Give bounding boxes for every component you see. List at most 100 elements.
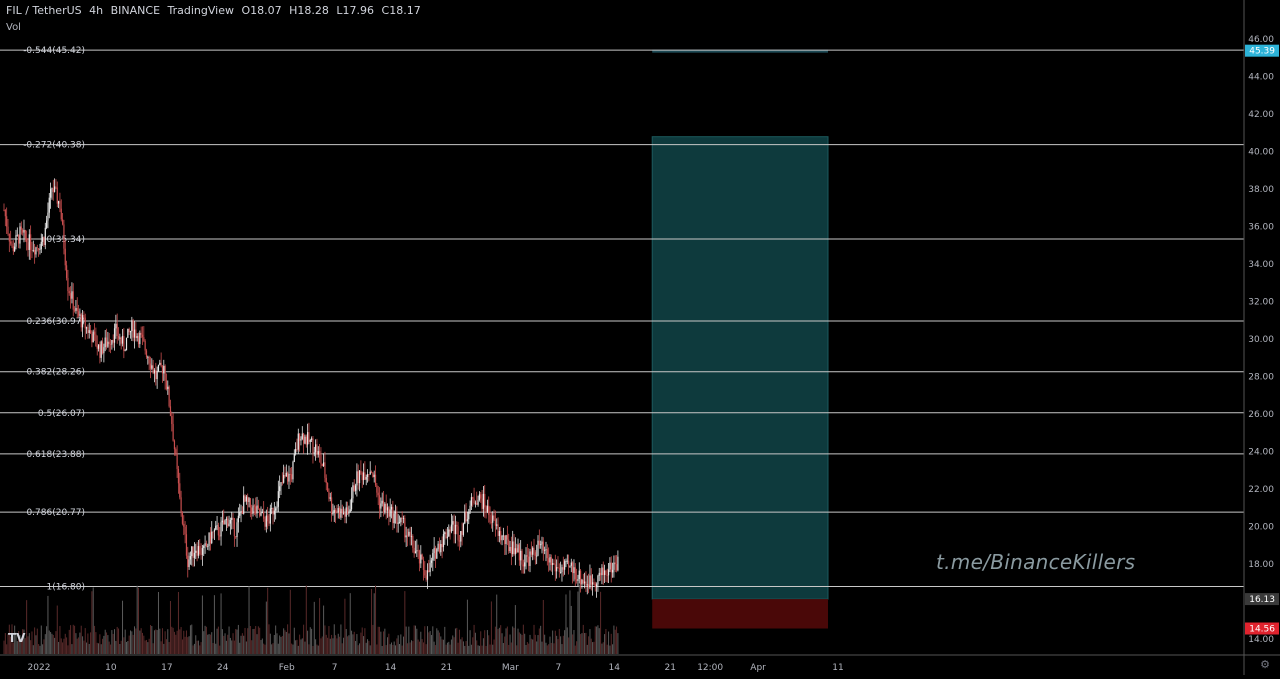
y-tick-label: 18.00	[1248, 560, 1274, 570]
volume-bar	[60, 638, 62, 654]
candle-body	[287, 472, 289, 482]
stop-zone	[652, 599, 828, 629]
candle-body	[117, 336, 120, 339]
volume-bar	[557, 639, 559, 654]
candle-body	[432, 553, 434, 561]
volume-bar	[359, 643, 361, 654]
candle-body	[408, 531, 410, 536]
volume-bar	[319, 598, 321, 654]
candle-body	[533, 547, 535, 553]
candle-body	[614, 562, 616, 565]
candle-body	[388, 507, 390, 517]
volume-bar	[389, 644, 391, 654]
volume-bar	[343, 637, 345, 654]
volume-bar	[204, 625, 206, 654]
candle-body	[288, 473, 290, 482]
volume-bar	[300, 639, 302, 654]
volume-bar	[600, 591, 602, 654]
volume-bar	[414, 625, 416, 654]
candle-body	[184, 526, 186, 535]
candle-body	[513, 541, 515, 555]
volume-bar	[558, 628, 560, 654]
volume-bar	[67, 645, 69, 654]
volume-bar	[565, 594, 567, 654]
candle-body	[416, 550, 418, 552]
volume-bar	[94, 625, 96, 654]
candle-body	[537, 540, 539, 556]
volume-bar	[225, 640, 227, 654]
volume-bar	[586, 644, 588, 654]
candle-body	[299, 433, 301, 441]
volume-bar	[209, 634, 211, 654]
volume-bar	[312, 645, 314, 654]
volume-bar	[387, 637, 389, 654]
candle-body	[406, 535, 409, 537]
volume-bar	[556, 635, 558, 654]
volume-bar	[72, 624, 74, 654]
volume-bar	[489, 644, 491, 654]
volume-bar	[54, 637, 56, 654]
volume-bar	[127, 641, 129, 654]
volume-bar	[15, 632, 17, 654]
volume-bar	[464, 645, 466, 654]
price-tag-label: 14.56	[1249, 625, 1275, 635]
candle-body	[372, 472, 374, 477]
x-tick-label: Mar	[502, 663, 519, 673]
candle-body	[493, 515, 495, 520]
candle-body	[441, 544, 443, 548]
volume-bar	[3, 640, 5, 654]
volume-label[interactable]: Vol	[6, 22, 21, 33]
candle-body	[44, 227, 46, 245]
symbol-header[interactable]: FIL / TetherUS 4h BINANCE TradingView O1…	[6, 4, 425, 17]
volume-bar	[440, 636, 442, 654]
symbol-name[interactable]: FIL / TetherUS	[6, 4, 82, 17]
volume-bar	[485, 645, 487, 654]
fib-label: -0.544(45.42)	[23, 46, 85, 56]
volume-bar	[520, 633, 522, 654]
volume-bar	[40, 625, 42, 654]
y-tick-label: 42.00	[1248, 110, 1274, 120]
candle-body	[521, 550, 523, 565]
volume-bar	[173, 631, 175, 654]
candle-body	[591, 582, 594, 585]
candle-body	[541, 541, 543, 545]
candle-body	[321, 463, 323, 466]
volume-bar	[522, 624, 524, 654]
fib-label: -0.272(40.38)	[23, 141, 85, 151]
candle-body	[231, 517, 233, 520]
volume-bar	[360, 632, 362, 654]
candle-body	[201, 548, 204, 555]
volume-bar	[102, 638, 104, 654]
settings-gear-icon[interactable]: ⚙	[1260, 658, 1270, 671]
volume-bar	[484, 630, 486, 654]
candle-body	[465, 511, 467, 522]
candle-body	[101, 341, 104, 354]
candle-body	[434, 547, 437, 559]
candle-body	[75, 307, 77, 311]
volume-bar	[429, 630, 431, 654]
volume-bar	[482, 638, 484, 654]
volume-bar	[337, 633, 339, 654]
candle-body	[368, 474, 370, 475]
candle-body	[42, 237, 44, 242]
interval[interactable]: 4h	[89, 4, 104, 17]
volume-bar	[548, 644, 550, 654]
candle-body	[464, 511, 466, 524]
candle-body	[312, 438, 314, 454]
candle-body	[96, 346, 98, 349]
candle-body	[176, 453, 178, 469]
candle-body	[195, 550, 197, 553]
volume-bar	[216, 628, 218, 654]
tradingview-logo-icon[interactable]: TV	[8, 631, 26, 645]
candle-body	[328, 491, 330, 499]
volume-bar	[541, 641, 543, 654]
candle-body	[598, 572, 600, 576]
candle-body	[461, 531, 463, 535]
volume-bar	[445, 644, 447, 654]
candle-body	[433, 547, 435, 554]
volume-bar	[492, 644, 494, 654]
y-tick-label: 28.00	[1248, 373, 1274, 383]
candle-body	[409, 531, 411, 537]
